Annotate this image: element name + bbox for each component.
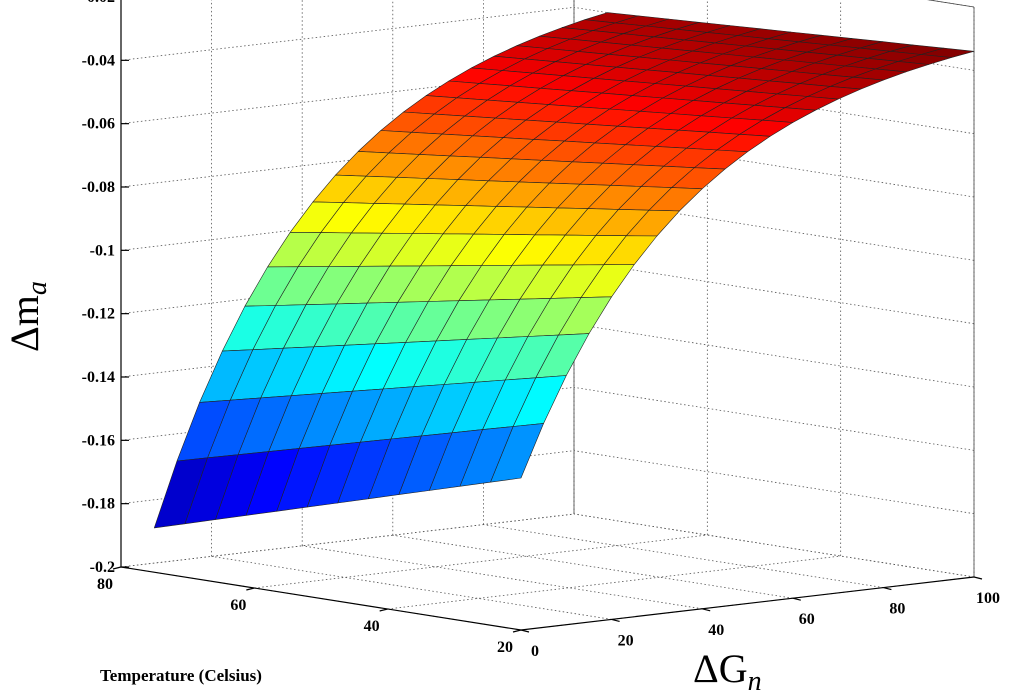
z-tick-label: -0.04 [82,52,115,69]
z-tick-label: -0.1 [90,242,115,259]
y-axis-label-sub: n [748,666,762,697]
y-tick-label: 40 [708,622,724,639]
z-tick-label: -0.06 [82,116,115,133]
x-tick-mark [379,608,388,612]
y-tick-label: 0 [531,643,539,660]
z-tick-label: -0.18 [82,496,115,513]
z-tick-label: -0.12 [82,306,115,323]
grid-line [120,513,575,568]
y-tick-label: 20 [618,632,634,649]
x-tick-mark [112,566,122,570]
y-tick-label: 60 [799,611,815,628]
y-axis-label: ΔGn [693,646,762,697]
z-axis-label: Δma [2,281,53,352]
grid-line [387,555,841,610]
grid-line [573,323,975,388]
grid-line [302,545,703,610]
x-axis-label: Temperature (Celsius) [100,666,262,685]
x-tick-label: 40 [364,618,380,635]
y-tick-label: 100 [976,590,1000,607]
x-tick-label: 80 [97,576,113,593]
z-tick-label: -0.16 [82,432,115,449]
surface [154,12,975,529]
z-tick-label: -0.14 [82,369,115,386]
y-tick-mark [883,587,892,591]
z-axis-label-sub: a [22,281,53,295]
y-tick-label: 80 [889,601,905,618]
y-axis-line [520,576,975,631]
grid-line [392,534,793,599]
x-tick-label: 20 [497,639,513,656]
y-tick-mark [702,608,711,612]
y-tick-mark [792,597,801,601]
z-tick-label: -0.08 [82,179,115,196]
grid-line [573,260,975,325]
grid-line [254,534,708,589]
y-tick-mark [973,576,983,580]
z-tick-label: -0.02 [82,0,115,6]
grid-line [211,556,612,620]
y-tick-mark [520,629,530,633]
axes-layer [112,0,983,633]
grid-line [573,386,975,451]
grid-line [573,450,975,515]
grid-line [573,513,975,578]
grid-line [926,0,975,8]
y-tick-mark [611,618,620,622]
z-axis-label-main: Δm [2,295,47,352]
grid-line [120,6,575,61]
box-edge [926,0,975,8]
x-axis-line [120,566,522,631]
x-tick-mark [246,587,255,591]
y-axis-label-main: ΔG [693,646,748,691]
surface-patch [154,457,208,529]
tick-labels: -0.02 -0.04 -0.06 -0.08 -0.1 -0.12 -0.14 -0.16 -… [82,0,1000,660]
x-tick-label: 60 [230,597,246,614]
grid-line [483,524,884,588]
z-tick-label: -0.2 [90,559,115,576]
x-tick-mark [512,629,522,633]
